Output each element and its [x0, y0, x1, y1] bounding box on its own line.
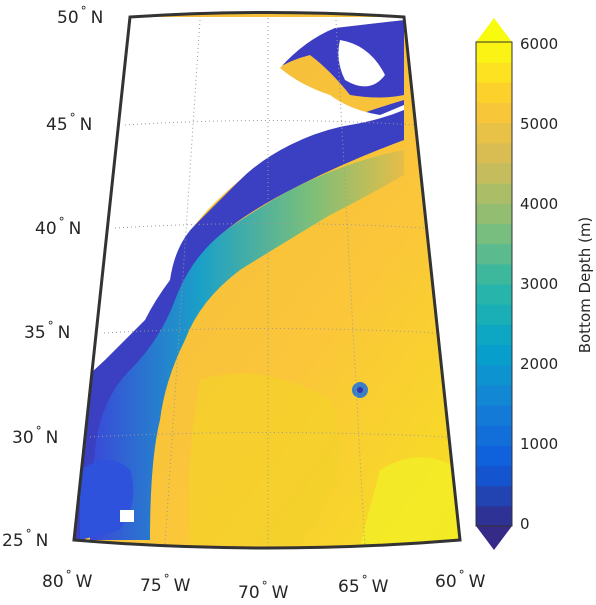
- lon-label-60: 60 ° W: [435, 568, 486, 592]
- lon-label-65: 65 ° W: [338, 573, 389, 597]
- colorbar-band: [476, 122, 512, 144]
- colorbar-band: [476, 405, 512, 426]
- colorbar-band: [476, 142, 512, 164]
- lat-label-25: 25 ° N: [2, 527, 48, 551]
- colorbar-band: [476, 183, 512, 204]
- lat-label-35: 35 ° N: [24, 319, 70, 343]
- lon-label-80: 80 ° W: [42, 568, 93, 592]
- colorbar-band: [476, 465, 512, 487]
- land-nova-scotia: [338, 40, 385, 87]
- cb-tick-4000: 4000: [520, 195, 558, 213]
- lat-label-40: 40 ° N: [35, 215, 81, 239]
- colorbar-bands: [476, 42, 512, 527]
- latitude-labels: 50 ° N 45 ° N 40 ° N 35 ° N 30 ° N 25 ° N: [2, 4, 103, 551]
- lat-label-50: 50 ° N: [57, 4, 103, 28]
- land-north-america: [74, 12, 404, 372]
- colorbar-band: [476, 304, 512, 325]
- graticule: [89, 18, 448, 548]
- lat-label-45: 45 ° N: [46, 111, 92, 135]
- colorbar-band: [476, 344, 512, 366]
- cb-tick-0: 0: [520, 515, 530, 533]
- colorbar-frame: [475, 41, 513, 527]
- land-bahamas: [120, 510, 134, 522]
- colorbar-band: [476, 42, 512, 63]
- colorbar-band: [476, 102, 512, 124]
- colorbar-band: [476, 203, 512, 224]
- cb-tick-3000: 3000: [520, 275, 558, 293]
- colorbar-band: [476, 425, 512, 446]
- colorbar-band: [476, 284, 512, 305]
- cb-tick-6000: 6000: [520, 35, 558, 53]
- colorbar-ticks: 0 1000 2000 3000 4000 5000 6000: [520, 35, 558, 533]
- colorbar-band: [476, 324, 512, 345]
- map-frame: [72, 11, 462, 550]
- colorbar-band: [476, 445, 512, 466]
- colorbar-band: [476, 364, 512, 386]
- colorbar-extend-bottom: [476, 526, 512, 550]
- longitude-labels: 80 ° W 75 ° W 70 ° W 65 ° W 60 ° W: [42, 568, 486, 603]
- colorbar-band: [476, 384, 512, 406]
- continental-shelf: [74, 17, 404, 540]
- colorbar-label: Bottom Depth (m): [576, 217, 594, 354]
- colorbar-extend-top: [476, 18, 512, 42]
- colorbar: 0 1000 2000 3000 4000 5000 6000 Bottom D…: [475, 18, 594, 550]
- colorbar-band: [476, 223, 512, 245]
- colorbar-band: [476, 62, 512, 83]
- colorbar-band: [476, 82, 512, 103]
- map-area: [74, 12, 460, 548]
- lat-label-30: 30 ° N: [12, 424, 58, 448]
- colorbar-band: [476, 243, 512, 265]
- cb-tick-5000: 5000: [520, 115, 558, 133]
- cb-tick-2000: 2000: [520, 355, 558, 373]
- colorbar-band: [476, 505, 512, 527]
- colorbar-band: [476, 485, 512, 507]
- lon-label-70: 70 ° W: [238, 579, 289, 603]
- lon-label-75: 75 ° W: [140, 572, 191, 596]
- colorbar-band: [476, 163, 512, 184]
- colorbar-band: [476, 263, 512, 285]
- cb-tick-1000: 1000: [520, 435, 558, 453]
